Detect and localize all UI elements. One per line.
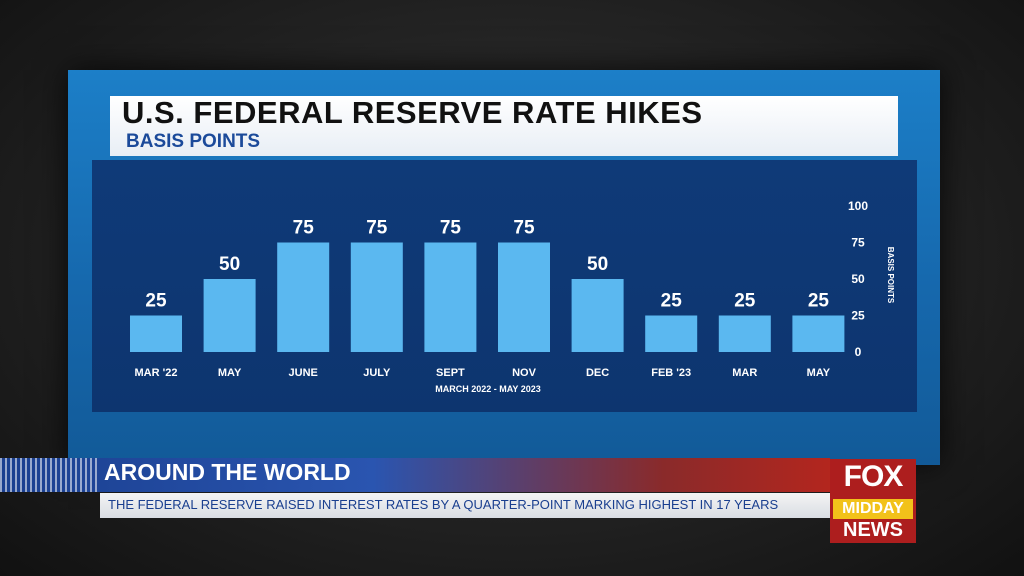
category-label: JULY <box>363 367 391 379</box>
category-label: NOV <box>512 367 537 379</box>
y-tick-label: 25 <box>851 309 865 323</box>
y-axis-label: BASIS POINTS <box>886 247 895 304</box>
bar <box>498 242 550 352</box>
data-label: 75 <box>366 218 388 239</box>
ticker-text: THE FEDERAL RESERVE RAISED INTEREST RATE… <box>108 497 779 512</box>
y-tick-label: 100 <box>848 199 868 213</box>
segment-title: AROUND THE WORLD <box>104 459 351 485</box>
category-label: MAY <box>807 367 831 379</box>
logo-fox-text: FOX <box>843 460 904 493</box>
lower-third-stripes <box>0 458 100 492</box>
category-label: SEPT <box>436 367 465 379</box>
data-label: 25 <box>145 291 167 312</box>
data-label: 50 <box>587 254 608 275</box>
bar <box>130 315 182 352</box>
data-label: 25 <box>734 291 756 312</box>
lower-third-bar <box>0 458 830 492</box>
logo-news-text: NEWS <box>843 519 903 541</box>
bar <box>792 315 845 352</box>
y-tick-label: 0 <box>855 345 862 359</box>
logo-midday-band <box>833 499 913 519</box>
bar <box>350 242 403 352</box>
category-label: MAY <box>218 367 242 379</box>
bar <box>203 279 256 352</box>
category-label: JUNE <box>289 367 318 379</box>
chart-title-panel <box>110 96 898 156</box>
data-label: 75 <box>440 218 462 239</box>
category-label: FEB '23 <box>651 367 691 379</box>
data-label: 25 <box>808 291 830 312</box>
bar <box>571 279 624 352</box>
chart-subtitle: BASIS POINTS <box>126 131 261 152</box>
ticker-bar <box>100 493 830 518</box>
data-label: 25 <box>661 291 683 312</box>
chart-title: U.S. FEDERAL RESERVE RATE HIKES <box>122 95 703 130</box>
y-tick-label: 50 <box>851 272 865 286</box>
bar <box>277 242 330 352</box>
x-axis-label: MARCH 2022 - MAY 2023 <box>435 384 541 394</box>
bar <box>645 315 698 352</box>
category-label: MAR <box>732 367 757 379</box>
data-label: 50 <box>219 254 240 275</box>
bar <box>718 315 771 352</box>
data-label: 75 <box>293 218 315 239</box>
category-label: DEC <box>586 367 609 379</box>
data-label: 75 <box>513 218 535 239</box>
logo-midday-text: MIDDAY <box>842 500 904 517</box>
bar-chart: 25 MAR '22 50 MAY 75 JUNE 75 JULY 75 SEPT 75 NOV 50 D… <box>130 199 895 394</box>
y-tick-label: 75 <box>851 236 865 250</box>
category-label: MAR '22 <box>135 367 178 379</box>
bar <box>424 242 477 352</box>
plot-area: 25 MAR '22 50 MAY 75 JUNE 75 JULY 75 SEPT 75 NOV 50 D… <box>92 160 917 412</box>
